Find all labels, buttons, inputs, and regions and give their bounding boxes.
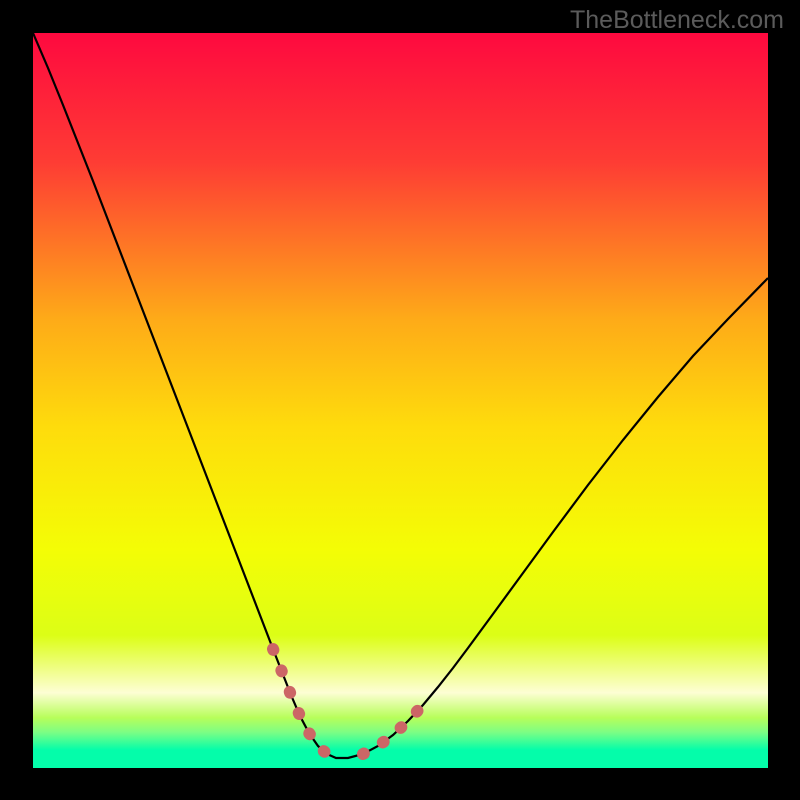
bottleneck-chart [0, 0, 800, 800]
green-strip [33, 750, 768, 768]
watermark-text: TheBottleneck.com [570, 6, 784, 35]
gradient-background [33, 33, 768, 750]
